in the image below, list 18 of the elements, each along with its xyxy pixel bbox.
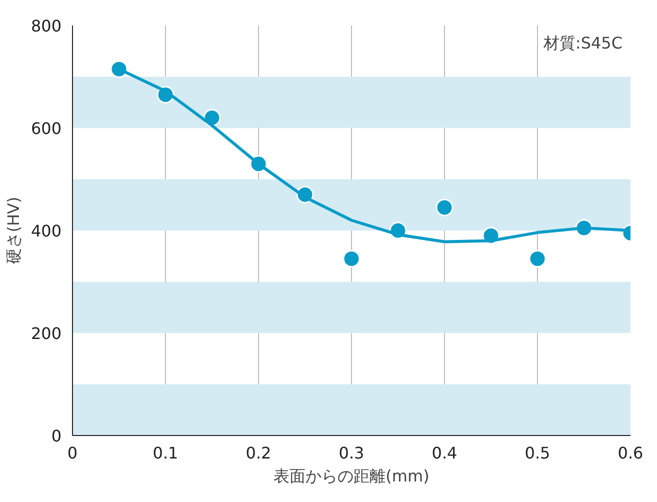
- x-tick-label: 0.1: [152, 444, 178, 462]
- point: [436, 198, 454, 216]
- y-axis-title: 硬さ(HV): [4, 196, 23, 264]
- x-tick-label: 0.4: [432, 444, 458, 462]
- y-tick-label: 600: [30, 119, 62, 138]
- y-tick-label: 800: [30, 16, 62, 36]
- y-tick-label: 200: [30, 324, 62, 343]
- x-tick-label: 0: [67, 444, 78, 462]
- y-tick-label: 0: [51, 426, 62, 446]
- x-axis-title: 表面からの距離(mm): [274, 466, 430, 486]
- y-tick-label: 400: [30, 222, 62, 240]
- annotation: 材質:S45C: [542, 34, 622, 52]
- x-tick-label: 0.5: [524, 444, 550, 462]
- point: [342, 250, 360, 268]
- x-tick-label: 0.3: [338, 444, 364, 462]
- x-tick-label: 0.2: [246, 444, 272, 462]
- x-tick-label: 0.6: [618, 444, 644, 462]
- point: [528, 250, 546, 268]
